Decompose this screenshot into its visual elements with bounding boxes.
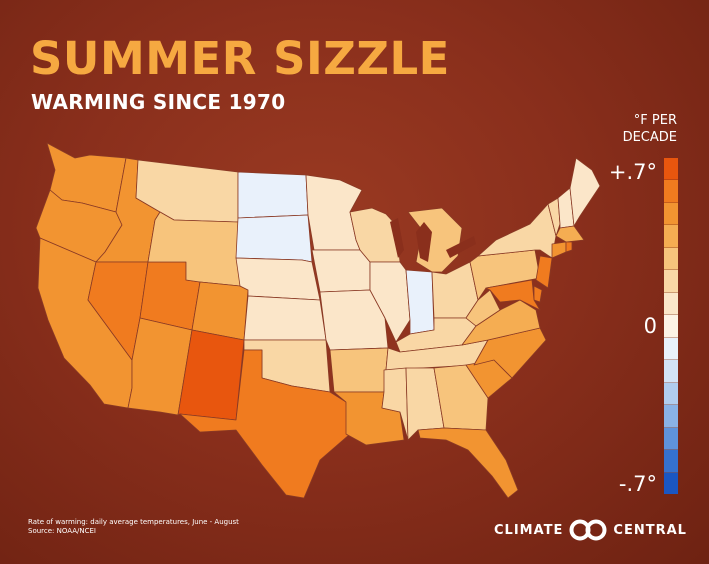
state-indiana	[405, 269, 435, 335]
climate-central-logo: CLIMATE CENTRAL	[494, 519, 687, 541]
state-iowa	[311, 249, 371, 293]
legend-swatch	[664, 247, 678, 271]
state-north-dakota	[237, 171, 309, 219]
logo-left-text: CLIMATE	[494, 522, 564, 538]
legend-min-label: -.7°	[618, 472, 657, 496]
legend-swatch	[664, 382, 678, 406]
state-maine	[569, 157, 601, 227]
legend-mid-label: 0	[643, 314, 657, 338]
legend-swatch	[664, 225, 678, 248]
legend-swatch	[664, 337, 678, 361]
state-illinois	[369, 261, 411, 343]
state-maryland	[485, 279, 541, 311]
page-subtitle: WARMING SINCE 1970	[31, 90, 286, 114]
state-arkansas	[329, 347, 389, 393]
state-south-dakota	[235, 214, 313, 263]
footnote: Rate of warming: daily average temperatu…	[28, 518, 239, 536]
state-massachusetts	[555, 225, 585, 243]
state-kansas	[243, 295, 327, 341]
rings-logo-icon	[569, 519, 607, 541]
lake-shape	[416, 222, 432, 262]
state-west-virginia	[465, 289, 501, 327]
state-nebraska	[235, 257, 321, 301]
legend-swatch	[664, 450, 678, 473]
legend-color-scale	[664, 158, 678, 495]
legend-swatch	[664, 360, 678, 383]
page-title: SUMMER SIZZLE	[30, 32, 450, 85]
state-texas	[179, 349, 351, 499]
legend-max-label: +.7°	[608, 160, 657, 184]
legend-swatch	[664, 472, 678, 495]
legend-unit-line1: °F PER	[633, 113, 677, 128]
legend-swatch	[664, 158, 678, 181]
state-florida	[417, 427, 519, 499]
state-wyoming	[147, 211, 241, 287]
legend-swatch	[664, 405, 678, 428]
legend-title: °F PER DECADE	[623, 112, 677, 146]
legend-unit-line2: DECADE	[622, 130, 677, 145]
legend-swatch	[664, 270, 678, 293]
state-new-jersey	[535, 255, 553, 289]
state-georgia	[433, 364, 489, 431]
footnote-source: Source: NOAA/NCEI	[28, 527, 96, 535]
lake-shape	[446, 236, 476, 258]
legend-swatch	[664, 315, 678, 338]
legend-swatch	[664, 180, 678, 203]
state-michigan	[407, 207, 463, 273]
footnote-method: Rate of warming: daily average temperatu…	[28, 518, 239, 526]
state-delaware	[533, 285, 543, 303]
state-rhode-island	[565, 241, 573, 253]
legend-swatch	[664, 427, 678, 451]
state-connecticut	[551, 241, 567, 259]
lake-shape	[390, 218, 404, 258]
legend-swatch	[664, 202, 678, 226]
state-new-york	[477, 203, 557, 259]
logo-right-text: CENTRAL	[613, 522, 687, 538]
legend-swatch	[664, 292, 678, 316]
